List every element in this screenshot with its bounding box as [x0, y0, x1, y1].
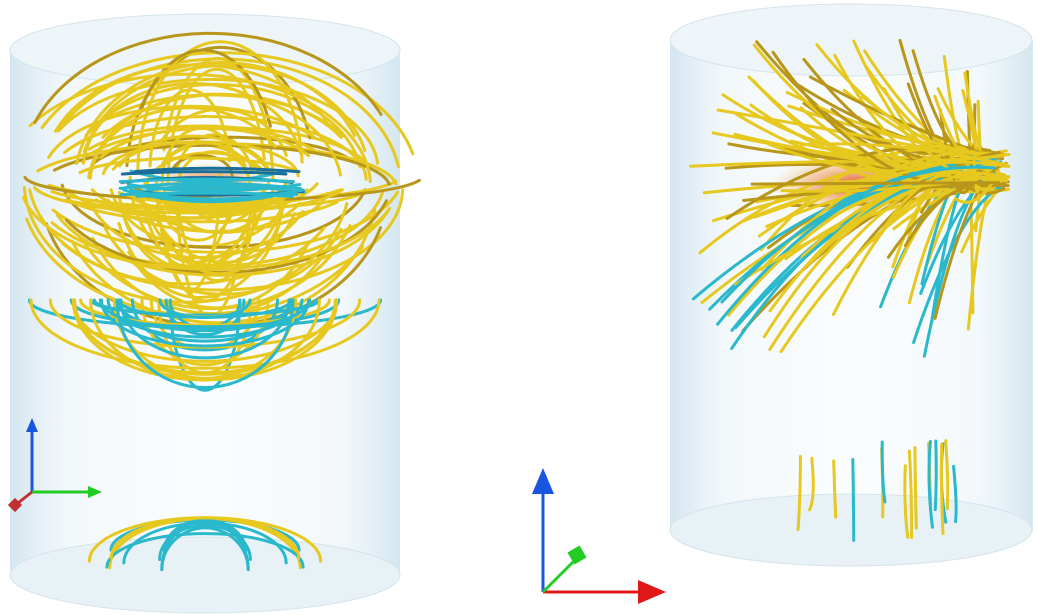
page: (() => { const svg = document.getElement… — [0, 0, 1037, 615]
streamline — [915, 448, 916, 528]
streamline — [941, 444, 943, 533]
streamline — [853, 460, 854, 541]
visualization — [0, 0, 1037, 615]
streamline — [935, 441, 936, 510]
axis-triad-large — [532, 468, 666, 604]
streamline — [752, 183, 998, 184]
